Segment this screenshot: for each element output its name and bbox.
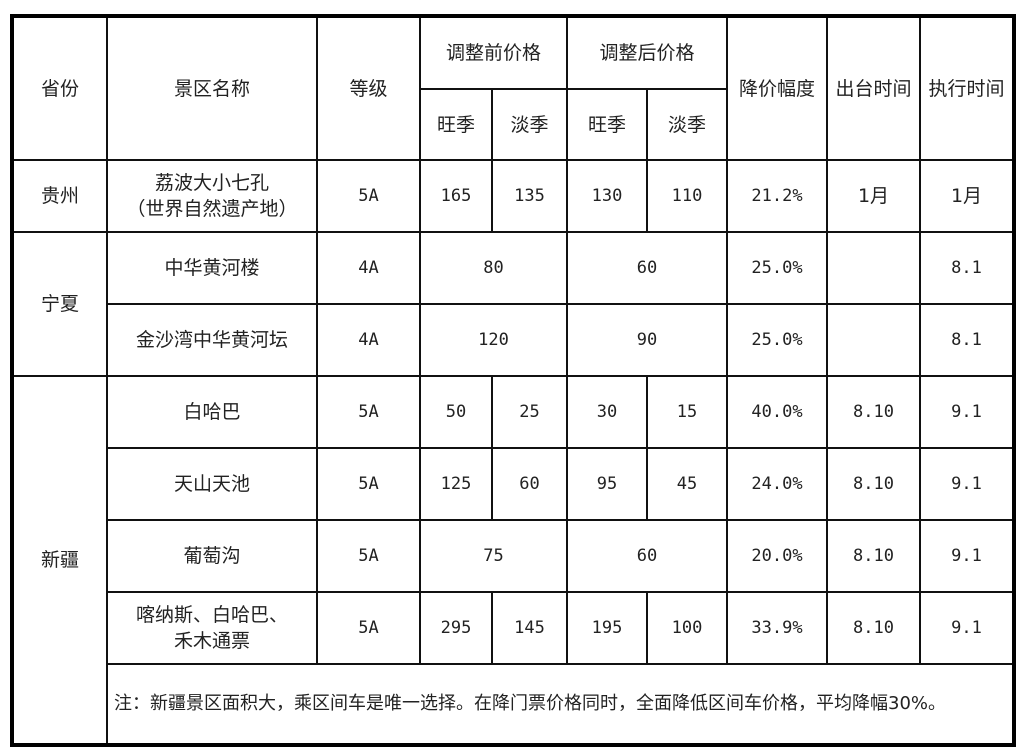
exec-cell: 9.1 bbox=[919, 519, 1015, 593]
table-row: 金沙湾中华黄河坛 4A 120 90 25.0% 8.1 bbox=[12, 303, 1015, 377]
exec-cell: 8.1 bbox=[919, 303, 1015, 377]
province-cell: 新疆 bbox=[11, 375, 108, 746]
reduction-cell: 25.0% bbox=[726, 303, 828, 377]
after-peak-cell: 130 bbox=[566, 159, 648, 233]
exec-cell: 9.1 bbox=[919, 591, 1015, 665]
after-price-cell: 90 bbox=[566, 303, 728, 377]
exec-cell: 9.1 bbox=[919, 447, 1015, 521]
scenic-name-cell: 荔波大小七孔 （世界自然遗产地） bbox=[106, 159, 318, 233]
reduction-cell: 25.0% bbox=[726, 231, 828, 305]
after-price-cell: 60 bbox=[566, 519, 728, 593]
header-before-price: 调整前价格 bbox=[419, 15, 568, 90]
before-off-cell: 25 bbox=[491, 375, 568, 449]
table-row: 贵州 荔波大小七孔 （世界自然遗产地） 5A 165 135 130 110 21… bbox=[11, 159, 1015, 233]
grade-cell: 5A bbox=[316, 591, 421, 665]
before-peak-cell: 295 bbox=[419, 591, 493, 665]
table-row: 喀纳斯、白哈巴、 禾木通票 5A 295 145 195 100 33.9% 8.… bbox=[12, 591, 1015, 665]
after-off-cell: 100 bbox=[646, 591, 728, 665]
before-price-cell: 75 bbox=[419, 519, 568, 593]
scenic-name-cell: 白哈巴 bbox=[106, 375, 318, 449]
before-off-cell: 145 bbox=[491, 591, 568, 665]
grade-cell: 5A bbox=[316, 447, 421, 521]
header-exec-time: 执行时间 bbox=[919, 15, 1015, 161]
table-row: 葡萄沟 5A 75 60 20.0% 8.10 9.1 bbox=[12, 519, 1015, 593]
exec-cell: 1月 bbox=[919, 159, 1015, 233]
grade-cell: 4A bbox=[316, 303, 421, 377]
header-grade: 等级 bbox=[316, 15, 421, 161]
header-before-off: 淡季 bbox=[491, 88, 568, 161]
name-line: 禾木通票 bbox=[173, 630, 250, 652]
province-cell: 宁夏 bbox=[11, 231, 108, 377]
name-line: 荔波大小七孔 bbox=[154, 172, 269, 194]
header-province: 省份 bbox=[11, 15, 108, 161]
header-after-off: 淡季 bbox=[646, 88, 728, 161]
reduction-cell: 40.0% bbox=[726, 375, 828, 449]
issue-cell: 1月 bbox=[826, 159, 921, 233]
scenic-name-cell: 金沙湾中华黄河坛 bbox=[106, 303, 318, 377]
after-peak-cell: 30 bbox=[566, 375, 648, 449]
before-off-cell: 135 bbox=[491, 159, 568, 233]
grade-cell: 5A bbox=[316, 519, 421, 593]
after-off-cell: 110 bbox=[646, 159, 728, 233]
header-after-peak: 旺季 bbox=[566, 88, 648, 161]
table-row: 新疆 白哈巴 5A 50 25 30 15 40.0% 8.10 9.1 bbox=[11, 375, 1015, 746]
scenic-name-cell: 喀纳斯、白哈巴、 禾木通票 bbox=[106, 591, 318, 665]
header-issue-time: 出台时间 bbox=[826, 15, 921, 161]
header-after-price: 调整后价格 bbox=[566, 15, 728, 90]
table-row: 天山天池 5A 125 60 95 45 24.0% 8.10 9.1 bbox=[12, 447, 1015, 521]
name-line: （世界自然遗产地） bbox=[126, 198, 298, 220]
name-line: 喀纳斯、白哈巴、 bbox=[135, 604, 288, 626]
header-scenic-name: 景区名称 bbox=[106, 15, 318, 161]
issue-cell: 8.10 bbox=[826, 447, 921, 521]
issue-cell bbox=[826, 231, 921, 305]
after-off-cell: 45 bbox=[646, 447, 728, 521]
after-off-cell: 15 bbox=[646, 375, 728, 449]
after-price-cell: 60 bbox=[566, 231, 728, 305]
exec-cell: 9.1 bbox=[919, 375, 1015, 449]
header-before-peak: 旺季 bbox=[419, 88, 493, 161]
reduction-cell: 33.9% bbox=[726, 591, 828, 665]
issue-cell: 8.10 bbox=[826, 519, 921, 593]
reduction-cell: 24.0% bbox=[726, 447, 828, 521]
before-peak-cell: 165 bbox=[419, 159, 493, 233]
issue-cell: 8.10 bbox=[826, 375, 921, 449]
subheader-row: 旺季 淡季 旺季 淡季 bbox=[12, 88, 1014, 161]
issue-cell bbox=[826, 303, 921, 377]
issue-cell: 8.10 bbox=[826, 591, 921, 665]
before-price-cell: 120 bbox=[419, 303, 568, 377]
grade-cell: 5A bbox=[316, 375, 421, 449]
after-peak-cell: 195 bbox=[566, 591, 648, 665]
province-cell: 贵州 bbox=[11, 159, 108, 233]
scenic-name-cell: 中华黄河楼 bbox=[106, 231, 318, 305]
before-off-cell: 60 bbox=[491, 447, 568, 521]
table-row: 宁夏 中华黄河楼 4A 80 60 25.0% 8.1 bbox=[11, 231, 1015, 377]
after-peak-cell: 95 bbox=[566, 447, 648, 521]
grade-cell: 4A bbox=[316, 231, 421, 305]
scenic-name-cell: 葡萄沟 bbox=[106, 519, 318, 593]
before-price-cell: 80 bbox=[419, 231, 568, 305]
grade-cell: 5A bbox=[316, 159, 421, 233]
reduction-cell: 21.2% bbox=[726, 159, 828, 233]
header-row: 省份 景区名称 等级 调整前价格 调整后价格 降价幅度 出台时间 执行时间 bbox=[11, 15, 1015, 161]
scenic-price-table: 省份 景区名称 等级 调整前价格 调整后价格 降价幅度 出台时间 执行时间 旺季… bbox=[10, 14, 1016, 747]
note-row: 注：新疆景区面积大，乘区间车是唯一选择。在降门票价格同时，全面降低区间车价格，平… bbox=[12, 663, 1015, 746]
reduction-cell: 20.0% bbox=[726, 519, 828, 593]
before-peak-cell: 50 bbox=[419, 375, 493, 449]
exec-cell: 8.1 bbox=[919, 231, 1015, 305]
before-peak-cell: 125 bbox=[419, 447, 493, 521]
note-text: 注：新疆景区面积大，乘区间车是唯一选择。在降门票价格同时，全面降低区间车价格，平… bbox=[106, 663, 1015, 746]
header-reduction: 降价幅度 bbox=[726, 15, 828, 161]
scenic-name-cell: 天山天池 bbox=[106, 447, 318, 521]
